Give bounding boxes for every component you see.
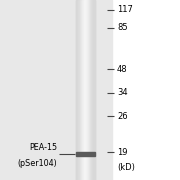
Text: 19: 19 <box>117 148 127 157</box>
Bar <box>81 0 82 180</box>
Text: PEA-15: PEA-15 <box>30 143 58 152</box>
Bar <box>93 0 94 180</box>
Bar <box>76 152 95 156</box>
Bar <box>92 0 93 180</box>
Bar <box>78 0 79 180</box>
Text: (kD): (kD) <box>117 163 135 172</box>
Bar <box>88 0 89 180</box>
Bar <box>85 0 86 180</box>
Bar <box>79 0 80 180</box>
Text: 48: 48 <box>117 65 128 74</box>
Text: (pSer104): (pSer104) <box>18 159 58 168</box>
Text: 117: 117 <box>117 5 133 14</box>
Bar <box>94 0 95 180</box>
Bar <box>89 0 90 180</box>
Bar <box>77 0 78 180</box>
Bar <box>76 0 77 180</box>
Text: 34: 34 <box>117 88 128 97</box>
Text: 26: 26 <box>117 112 128 121</box>
Bar <box>91 0 92 180</box>
Bar <box>90 0 91 180</box>
Bar <box>87 0 88 180</box>
Text: 85: 85 <box>117 23 128 32</box>
Bar <box>0 0 112 180</box>
Bar <box>84 0 85 180</box>
Bar <box>82 0 83 180</box>
Bar <box>86 0 87 180</box>
Bar <box>80 0 81 180</box>
Bar <box>83 0 84 180</box>
